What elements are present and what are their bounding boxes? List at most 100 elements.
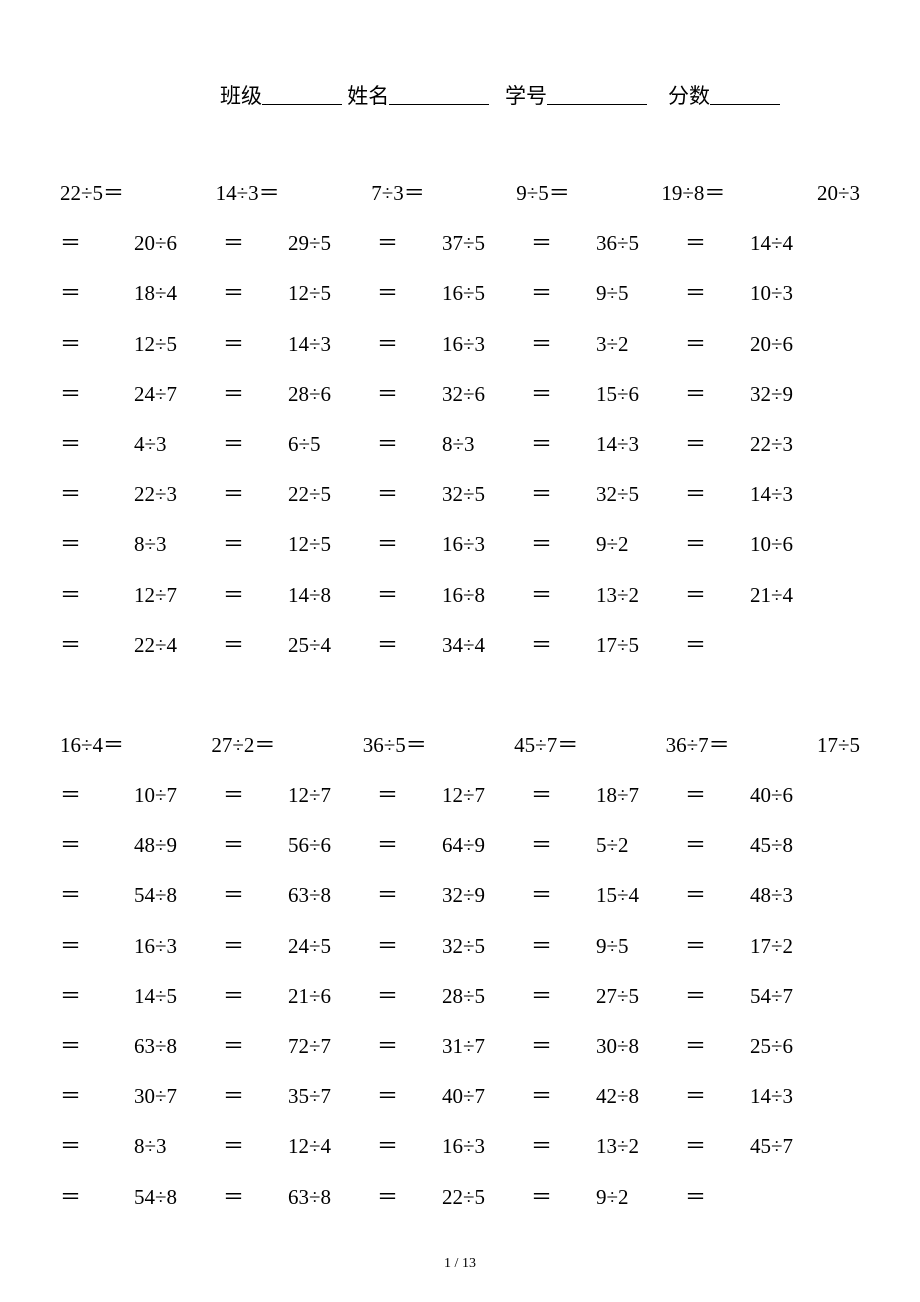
problem-cell: 17÷5＝ bbox=[596, 622, 706, 668]
worksheet-page: 班级 姓名 学号 分数 22÷5＝14÷3＝7÷3＝9÷5＝19÷8＝20÷3＝… bbox=[0, 0, 920, 1302]
class-blank[interactable] bbox=[262, 83, 342, 105]
problem-row: ＝24÷7＝28÷6＝32÷6＝15÷6＝32÷9 bbox=[60, 371, 860, 417]
problem-row: ＝20÷6＝29÷5＝37÷5＝36÷5＝14÷4 bbox=[60, 220, 860, 266]
problem-cell: 16÷3＝ bbox=[442, 521, 552, 567]
leading-equals: ＝ bbox=[60, 822, 90, 868]
problem-row: ＝12÷5＝14÷3＝16÷3＝3÷2＝20÷6 bbox=[60, 321, 860, 367]
problem-cell: 34÷4＝ bbox=[442, 622, 552, 668]
problem-cell: 14÷4 bbox=[750, 220, 860, 266]
problem-cell: 12÷5＝ bbox=[134, 321, 244, 367]
problem-cell: 13÷2＝ bbox=[596, 572, 706, 618]
problem-cell: 54÷8＝ bbox=[134, 1174, 244, 1220]
problem-cell: 72÷7＝ bbox=[288, 1023, 398, 1069]
problem-cell: 17÷5 bbox=[817, 722, 860, 768]
problem-cell: 12÷7＝ bbox=[442, 772, 552, 818]
page-sep: / bbox=[455, 1256, 459, 1271]
block-gap bbox=[60, 672, 860, 722]
problem-cell: 37÷5＝ bbox=[442, 220, 552, 266]
problem-cell: 56÷6＝ bbox=[288, 822, 398, 868]
problem-cell: 16÷5＝ bbox=[442, 270, 552, 316]
problem-row: ＝4÷3＝6÷5＝8÷3＝14÷3＝22÷3 bbox=[60, 421, 860, 467]
problem-cell: 14÷3 bbox=[750, 471, 860, 517]
problem-cell: 8÷3＝ bbox=[134, 521, 244, 567]
problem-cell: 9÷2＝ bbox=[596, 1174, 706, 1220]
problem-cell: 32÷5＝ bbox=[596, 471, 706, 517]
problem-row: ＝30÷7＝35÷7＝40÷7＝42÷8＝14÷3 bbox=[60, 1073, 860, 1119]
problem-cell: 18÷4＝ bbox=[134, 270, 244, 316]
problem-cell: 28÷5＝ bbox=[442, 973, 552, 1019]
problem-cell: 8÷3＝ bbox=[134, 1123, 244, 1169]
problems-block-2: 16÷4＝27÷2＝36÷5＝45÷7＝36÷7＝17÷5＝10÷7＝12÷7＝… bbox=[60, 722, 860, 1220]
problem-cell: 54÷7 bbox=[750, 973, 860, 1019]
id-blank[interactable] bbox=[547, 83, 647, 105]
problem-cell: 6÷5＝ bbox=[288, 421, 398, 467]
problem-cell: 3÷2＝ bbox=[596, 321, 706, 367]
problem-cell: 14÷5＝ bbox=[134, 973, 244, 1019]
name-blank[interactable] bbox=[389, 83, 489, 105]
problem-cell: 20÷6 bbox=[750, 321, 860, 367]
problem-cell: 20÷6＝ bbox=[134, 220, 244, 266]
problem-cell: 24÷5＝ bbox=[288, 923, 398, 969]
problem-cell: 12÷7＝ bbox=[288, 772, 398, 818]
page-total: 13 bbox=[462, 1256, 476, 1271]
problem-cell: 45÷7＝ bbox=[514, 722, 578, 768]
leading-equals: ＝ bbox=[60, 572, 90, 618]
leading-equals: ＝ bbox=[60, 1174, 90, 1220]
problem-cell: 16÷3＝ bbox=[134, 923, 244, 969]
problem-row: ＝54÷8＝63÷8＝32÷9＝15÷4＝48÷3 bbox=[60, 872, 860, 918]
id-label: 学号 bbox=[505, 80, 547, 110]
problem-cell: 32÷6＝ bbox=[442, 371, 552, 417]
problem-cell: 32÷5＝ bbox=[442, 923, 552, 969]
problem-cell: 20÷3 bbox=[817, 170, 860, 216]
problem-cell: 10÷6 bbox=[750, 521, 860, 567]
problem-cell: 64÷9＝ bbox=[442, 822, 552, 868]
leading-equals: ＝ bbox=[60, 973, 90, 1019]
problem-cell: 31÷7＝ bbox=[442, 1023, 552, 1069]
problem-cell: 15÷4＝ bbox=[596, 872, 706, 918]
problem-row: ＝ 54÷8＝ 63÷8＝ 22÷5＝ 9÷2＝ bbox=[60, 1174, 860, 1220]
leading-equals: ＝ bbox=[60, 421, 90, 467]
problem-cell: 27÷2＝ bbox=[211, 722, 275, 768]
problem-cell: 9÷2＝ bbox=[596, 521, 706, 567]
problem-cell: 30÷8＝ bbox=[596, 1023, 706, 1069]
problems-block-1: 22÷5＝14÷3＝7÷3＝9÷5＝19÷8＝20÷3＝20÷6＝29÷5＝37… bbox=[60, 170, 860, 668]
problem-cell: 22÷5＝ bbox=[60, 170, 124, 216]
problem-cell: 63÷8＝ bbox=[288, 1174, 398, 1220]
problem-cell: 5÷2＝ bbox=[596, 822, 706, 868]
problem-row: ＝22÷4＝25÷4＝34÷4＝17÷5＝ bbox=[60, 622, 860, 668]
problem-cell: 22÷3 bbox=[750, 421, 860, 467]
problem-cell: 12÷4＝ bbox=[288, 1123, 398, 1169]
problem-cell: 22÷5＝ bbox=[442, 1174, 552, 1220]
problem-cell: 9÷5＝ bbox=[596, 270, 706, 316]
leading-equals: ＝ bbox=[60, 622, 90, 668]
leading-equals: ＝ bbox=[60, 471, 90, 517]
leading-equals: ＝ bbox=[60, 521, 90, 567]
problem-row: ＝22÷3＝22÷5＝32÷5＝32÷5＝14÷3 bbox=[60, 471, 860, 517]
problem-cell: 45÷7 bbox=[750, 1123, 860, 1169]
problem-row: ＝16÷3＝24÷5＝32÷5＝9÷5＝17÷2 bbox=[60, 923, 860, 969]
problem-cell: 25÷6 bbox=[750, 1023, 860, 1069]
name-label: 姓名 bbox=[347, 80, 389, 110]
problem-cell: 18÷7＝ bbox=[596, 772, 706, 818]
problem-cell: 14÷3＝ bbox=[216, 170, 280, 216]
leading-equals: ＝ bbox=[60, 1073, 90, 1119]
leading-equals: ＝ bbox=[60, 872, 90, 918]
problem-cell: 14÷3＝ bbox=[596, 421, 706, 467]
problem-cell: 48÷3 bbox=[750, 872, 860, 918]
problem-row: ＝63÷8＝72÷7＝31÷7＝30÷8＝25÷6 bbox=[60, 1023, 860, 1069]
first-row: 16÷4＝27÷2＝36÷5＝45÷7＝36÷7＝17÷5 bbox=[60, 722, 860, 768]
problem-cell: 9÷5＝ bbox=[596, 923, 706, 969]
problem-cell: 16÷3＝ bbox=[442, 1123, 552, 1169]
problem-cell: 30÷7＝ bbox=[134, 1073, 244, 1119]
leading-equals: ＝ bbox=[60, 371, 90, 417]
leading-equals: ＝ bbox=[60, 321, 90, 367]
problem-cell: 48÷9＝ bbox=[134, 822, 244, 868]
problem-cell: 21÷6＝ bbox=[288, 973, 398, 1019]
problem-cell: 10÷3 bbox=[750, 270, 860, 316]
leading-equals: ＝ bbox=[60, 923, 90, 969]
page-footer: 1 / 13 bbox=[0, 1256, 920, 1272]
problem-cell: 27÷5＝ bbox=[596, 973, 706, 1019]
problem-cell: 16÷3＝ bbox=[442, 321, 552, 367]
score-blank[interactable] bbox=[710, 83, 780, 105]
problem-cell: 29÷5＝ bbox=[288, 220, 398, 266]
